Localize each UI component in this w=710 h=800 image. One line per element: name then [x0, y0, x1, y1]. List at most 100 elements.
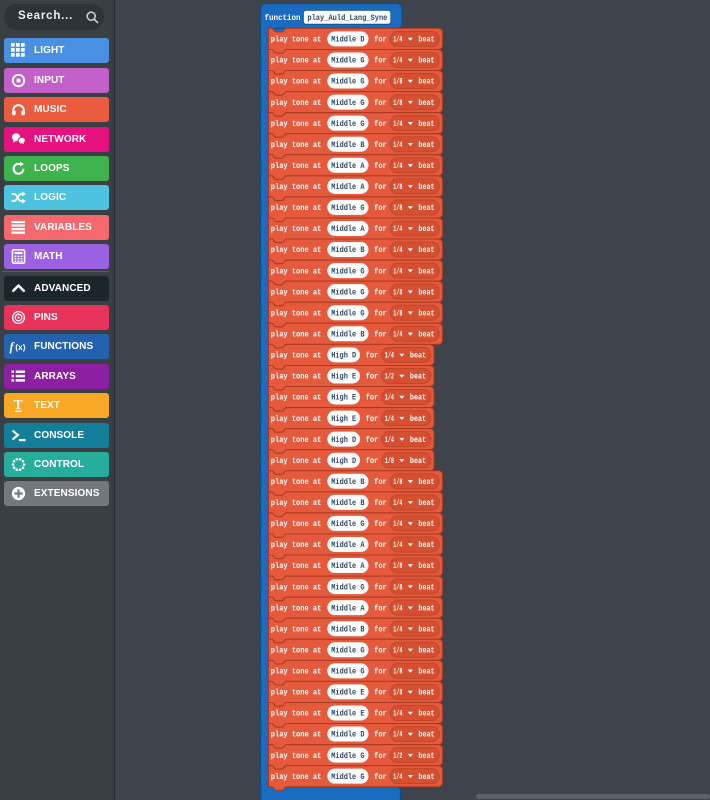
svg-text:Middle G: Middle G	[331, 79, 365, 87]
svg-text:play tone at: play tone at	[271, 332, 322, 340]
svg-text:1/2: 1/2	[393, 753, 402, 761]
svg-text:beat: beat	[418, 563, 434, 571]
svg-text:for: for	[374, 289, 387, 297]
svg-text:1/4: 1/4	[393, 500, 402, 508]
svg-text:beat: beat	[418, 774, 434, 782]
svg-text:Middle A: Middle A	[331, 563, 365, 571]
svg-text:play tone at: play tone at	[271, 584, 322, 592]
svg-text:for: for	[374, 247, 387, 255]
svg-text:for: for	[374, 121, 387, 129]
svg-text:Middle G: Middle G	[331, 584, 365, 592]
svg-text:Middle G: Middle G	[331, 289, 365, 297]
svg-text:Middle D: Middle D	[331, 37, 365, 45]
svg-text:Middle B: Middle B	[331, 626, 365, 634]
svg-text:play_Auld_Lang_Syne: play_Auld_Lang_Syne	[307, 15, 387, 23]
svg-text:1/4: 1/4	[393, 268, 402, 276]
svg-text:play tone at: play tone at	[271, 374, 322, 382]
svg-text:for: for	[374, 542, 387, 550]
svg-text:for: for	[374, 711, 387, 719]
svg-text:High E: High E	[331, 374, 356, 382]
svg-text:for: for	[374, 774, 387, 782]
svg-text:beat: beat	[418, 205, 434, 213]
svg-text:Middle G: Middle G	[331, 205, 365, 213]
svg-text:1/8: 1/8	[393, 584, 402, 592]
svg-text:1/4: 1/4	[393, 648, 402, 656]
svg-text:1/4: 1/4	[385, 395, 394, 403]
svg-text:1/4: 1/4	[393, 247, 402, 255]
svg-text:Middle B: Middle B	[331, 247, 365, 255]
svg-text:beat: beat	[418, 58, 434, 66]
svg-text:Middle G: Middle G	[331, 753, 365, 761]
svg-text:Middle B: Middle B	[331, 500, 365, 508]
svg-text:beat: beat	[418, 226, 434, 234]
svg-text:play tone at: play tone at	[271, 353, 322, 361]
svg-text:play tone at: play tone at	[271, 121, 322, 129]
svg-text:play tone at: play tone at	[271, 184, 322, 192]
svg-text:Middle E: Middle E	[331, 690, 365, 698]
svg-text:Middle A: Middle A	[331, 226, 365, 234]
svg-text:beat: beat	[418, 289, 434, 297]
svg-text:play tone at: play tone at	[271, 58, 322, 66]
svg-text:play tone at: play tone at	[271, 163, 322, 171]
svg-text:play tone at: play tone at	[271, 226, 322, 234]
svg-text:1/4: 1/4	[393, 226, 402, 234]
svg-text:Middle B: Middle B	[331, 479, 365, 487]
svg-text:for: for	[374, 669, 387, 677]
svg-text:beat: beat	[418, 163, 434, 171]
svg-text:for: for	[374, 268, 387, 276]
svg-text:for: for	[366, 374, 379, 382]
svg-text:Middle G: Middle G	[331, 121, 365, 129]
svg-text:for: for	[366, 458, 379, 466]
svg-text:beat: beat	[418, 121, 434, 129]
svg-text:High D: High D	[331, 353, 356, 361]
svg-text:for: for	[374, 563, 387, 571]
svg-text:Middle G: Middle G	[331, 310, 365, 318]
svg-text:beat: beat	[418, 37, 434, 45]
svg-text:High E: High E	[331, 416, 356, 424]
svg-text:beat: beat	[418, 184, 434, 192]
svg-text:beat: beat	[418, 626, 434, 634]
svg-text:for: for	[374, 605, 387, 613]
svg-text:play tone at: play tone at	[271, 605, 322, 613]
svg-text:play tone at: play tone at	[271, 437, 322, 445]
svg-text:for: for	[374, 58, 387, 66]
svg-text:beat: beat	[418, 332, 434, 340]
svg-text:1/4: 1/4	[393, 37, 402, 45]
svg-text:play tone at: play tone at	[271, 416, 322, 424]
svg-text:1/8: 1/8	[393, 479, 402, 487]
svg-text:Middle B: Middle B	[331, 142, 365, 150]
svg-text:1/4: 1/4	[393, 711, 402, 719]
svg-text:beat: beat	[410, 353, 426, 361]
svg-text:for: for	[374, 732, 387, 740]
svg-text:play tone at: play tone at	[271, 669, 322, 677]
svg-text:Middle G: Middle G	[331, 521, 365, 529]
svg-text:1/8: 1/8	[393, 690, 402, 698]
svg-text:beat: beat	[418, 732, 434, 740]
svg-text:Middle B: Middle B	[331, 332, 365, 340]
svg-text:play tone at: play tone at	[271, 37, 322, 45]
svg-text:1/4: 1/4	[393, 332, 402, 340]
svg-text:beat: beat	[418, 690, 434, 698]
svg-text:1/4: 1/4	[393, 542, 402, 550]
svg-text:play tone at: play tone at	[271, 542, 322, 550]
svg-text:for: for	[374, 205, 387, 213]
svg-text:beat: beat	[418, 500, 434, 508]
svg-text:for: for	[374, 479, 387, 487]
svg-text:for: for	[374, 332, 387, 340]
svg-text:1/8: 1/8	[393, 100, 402, 108]
svg-text:beat: beat	[410, 437, 426, 445]
svg-text:Middle G: Middle G	[331, 268, 365, 276]
svg-text:play tone at: play tone at	[271, 563, 322, 571]
svg-text:1/4: 1/4	[393, 163, 402, 171]
svg-text:for: for	[366, 416, 379, 424]
svg-text:play tone at: play tone at	[271, 395, 322, 403]
svg-text:Middle A: Middle A	[331, 605, 365, 613]
svg-text:play tone at: play tone at	[271, 479, 322, 487]
svg-text:High D: High D	[331, 437, 356, 445]
svg-text:for: for	[374, 753, 387, 761]
svg-text:Middle G: Middle G	[331, 58, 365, 66]
svg-text:1/4: 1/4	[393, 732, 402, 740]
svg-text:play tone at: play tone at	[271, 100, 322, 108]
svg-text:T: T	[14, 397, 23, 412]
svg-text:play tone at: play tone at	[271, 289, 322, 297]
